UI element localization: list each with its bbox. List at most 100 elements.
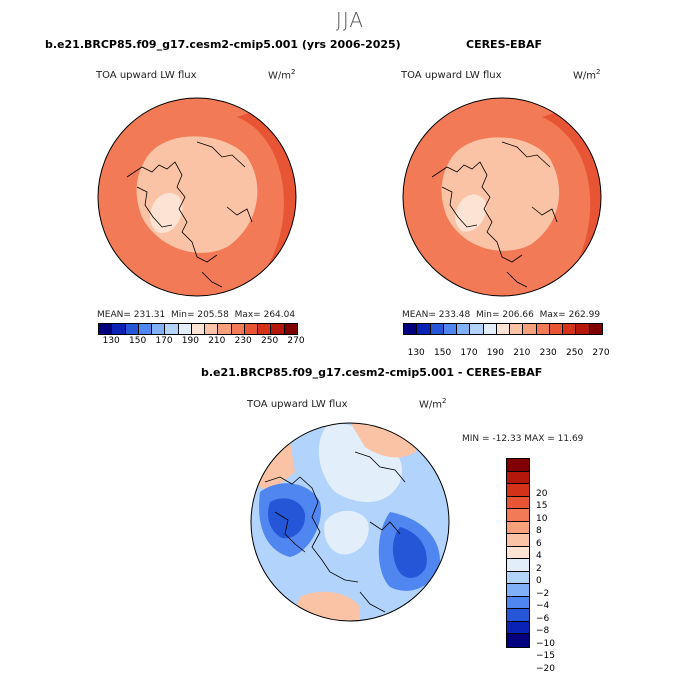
- model-max: Max= 264.04: [234, 310, 296, 320]
- colorbar-swatch: [507, 459, 529, 472]
- diff-units-label: W/m2: [419, 397, 447, 411]
- colorbar-tick-label: −2: [536, 588, 550, 599]
- colorbar-swatch: [138, 324, 153, 334]
- diff-colorbar-ticks: 20 15 10 8 6 4 2 0 −2 −4 −6 −8 −10 −15 −20: [536, 482, 576, 674]
- obs-panel-title: CERES-EBAF: [466, 38, 542, 51]
- obs-units-label: W/m2: [573, 68, 601, 82]
- colorbar-swatch: [99, 324, 113, 334]
- colorbar-tick-label: −8: [536, 626, 550, 636]
- colorbar-tick-label: 150: [434, 348, 452, 358]
- colorbar-tick-label: 15: [536, 501, 548, 511]
- obs-mean: MEAN= 233.48: [402, 310, 471, 320]
- colorbar-swatch: [507, 496, 529, 509]
- diff-panel-title: b.e21.BRCP85.f09_g17.cesm2-cmip5.001 - C…: [201, 366, 543, 379]
- model-min: Min= 205.58: [170, 310, 229, 320]
- colorbar-swatch: [536, 324, 550, 334]
- colorbar-tick-label: −15: [536, 651, 555, 661]
- model-stats: MEAN= 231.31 Min= 205.58 Max= 264.04: [97, 310, 295, 320]
- colorbar-swatch: [457, 324, 471, 334]
- colorbar-swatch: [205, 324, 219, 334]
- colorbar-swatch: [549, 324, 564, 334]
- colorbar-tick-label: 20: [536, 488, 548, 499]
- model-units-label: W/m2: [268, 68, 296, 82]
- colorbar-swatch: [271, 324, 285, 334]
- obs-colorbar: [403, 323, 603, 335]
- model-panel-title: b.e21.BRCP85.f09_g17.cesm2-cmip5.001 (yr…: [45, 38, 401, 51]
- colorbar-swatch: [507, 596, 529, 609]
- colorbar-tick-label: 170: [155, 336, 173, 346]
- colorbar-tick-label: −10: [536, 638, 555, 649]
- obs-max: Max= 262.99: [539, 310, 601, 320]
- diff-coastlines: [264, 451, 406, 613]
- colorbar-swatch: [417, 324, 431, 334]
- diff-map-center-light: [324, 510, 369, 555]
- obs-stats: MEAN= 233.48 Min= 206.66 Max= 262.99: [402, 310, 600, 320]
- colorbar-swatch: [507, 634, 529, 647]
- obs-colorbar-ticks: 130 150 170 190 210 230 250 270: [403, 348, 610, 360]
- colorbar-swatch: [125, 324, 139, 334]
- season-title: JJA: [335, 8, 365, 32]
- diff-variable-label: TOA upward LW flux: [247, 399, 348, 410]
- model-colorbar: [98, 323, 298, 335]
- diff-colorbar: [506, 458, 530, 648]
- colorbar-swatch: [507, 546, 529, 559]
- colorbar-tick-label: 150: [129, 336, 147, 346]
- colorbar-tick-label: 190: [486, 348, 504, 358]
- colorbar-swatch: [507, 509, 529, 522]
- colorbar-tick-label: 250: [261, 336, 279, 346]
- colorbar-swatch: [589, 324, 602, 334]
- colorbar-swatch: [483, 324, 497, 334]
- colorbar-swatch: [443, 324, 458, 334]
- diff-map-deep-west: [268, 498, 306, 539]
- colorbar-swatch: [507, 534, 529, 547]
- colorbar-tick-label: 10: [536, 513, 548, 524]
- diff-polar-map: [250, 422, 450, 622]
- obs-coastlines: [431, 141, 558, 288]
- colorbar-swatch: [576, 324, 590, 334]
- colorbar-swatch: [178, 324, 192, 334]
- model-colorbar-ticks: 130 150 170 190 210 230 250 270: [98, 336, 305, 348]
- colorbar-tick-label: −20: [536, 663, 555, 674]
- colorbar-swatch: [507, 609, 529, 622]
- colorbar-tick-label: 270: [592, 348, 610, 358]
- colorbar-swatch: [507, 621, 529, 634]
- colorbar-tick-label: 250: [566, 348, 584, 358]
- colorbar-tick-label: 130: [407, 348, 425, 358]
- diff-map-deep-east: [392, 527, 427, 578]
- colorbar-swatch: [507, 571, 529, 584]
- colorbar-tick-label: 2: [536, 563, 542, 574]
- colorbar-swatch: [165, 324, 179, 334]
- colorbar-swatch: [507, 484, 529, 497]
- colorbar-swatch: [507, 559, 529, 572]
- colorbar-swatch: [510, 324, 524, 334]
- colorbar-tick-label: 8: [536, 526, 542, 536]
- colorbar-tick-label: 4: [536, 551, 542, 561]
- model-mean: MEAN= 231.31: [97, 310, 166, 320]
- colorbar-swatch: [218, 324, 232, 334]
- colorbar-tick-label: 190: [181, 336, 199, 346]
- colorbar-swatch: [507, 471, 529, 484]
- colorbar-tick-label: 230: [539, 348, 557, 358]
- colorbar-swatch: [430, 324, 444, 334]
- colorbar-tick-label: −6: [536, 613, 550, 624]
- obs-min: Min= 206.66: [475, 310, 534, 320]
- colorbar-swatch: [470, 324, 484, 334]
- colorbar-tick-label: 130: [102, 336, 120, 346]
- colorbar-swatch: [231, 324, 245, 334]
- colorbar-tick-label: 6: [536, 538, 542, 549]
- colorbar-tick-label: 210: [208, 336, 226, 346]
- model-polar-map: [97, 97, 297, 297]
- colorbar-swatch: [244, 324, 259, 334]
- colorbar-swatch: [404, 324, 418, 334]
- colorbar-swatch: [112, 324, 126, 334]
- colorbar-tick-label: 230: [234, 336, 252, 346]
- colorbar-swatch: [563, 324, 577, 334]
- colorbar-swatch: [191, 324, 206, 334]
- colorbar-tick-label: 270: [287, 336, 305, 346]
- colorbar-swatch: [152, 324, 166, 334]
- colorbar-tick-label: 170: [460, 348, 478, 358]
- colorbar-tick-label: −4: [536, 601, 550, 611]
- colorbar-tick-label: 210: [513, 348, 531, 358]
- colorbar-swatch: [496, 324, 511, 334]
- colorbar-swatch: [507, 584, 529, 597]
